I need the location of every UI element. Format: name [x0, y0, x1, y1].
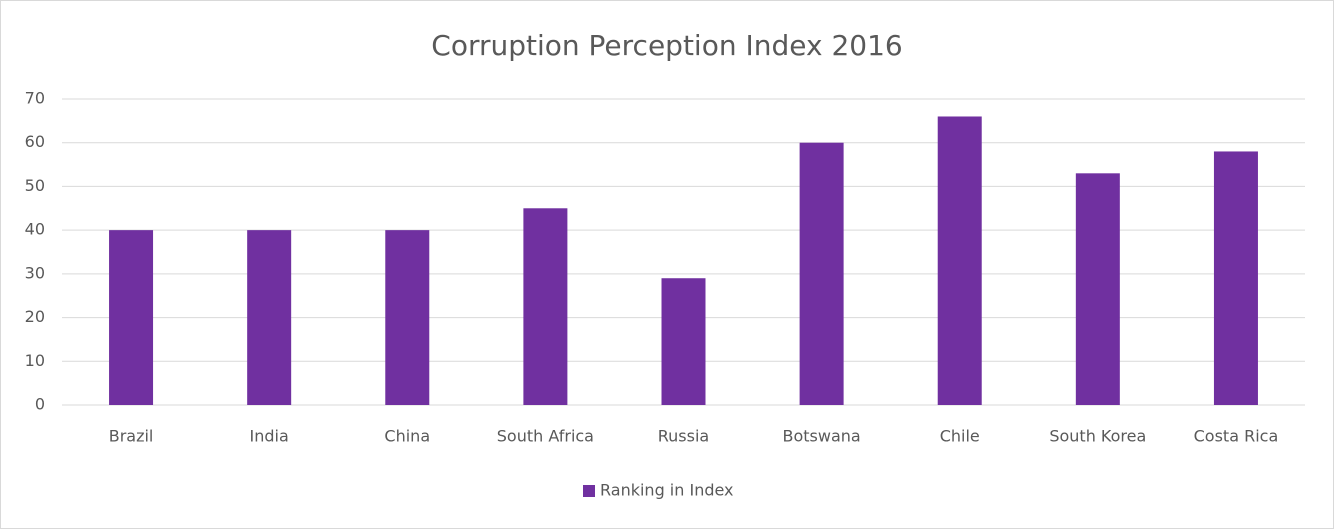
y-tick-label: 60	[25, 132, 45, 151]
bar	[661, 278, 706, 405]
y-tick-label: 0	[35, 395, 45, 414]
y-tick-label: 30	[25, 263, 45, 282]
y-tick-label: 50	[25, 176, 45, 195]
bar	[109, 230, 154, 405]
x-tick-label: China	[384, 427, 430, 446]
legend-label: Ranking in Index	[600, 481, 734, 500]
bar	[799, 142, 844, 405]
x-tick-label: Brazil	[109, 427, 154, 446]
bar	[385, 230, 430, 405]
y-tick-label: 20	[25, 307, 45, 326]
x-tick-label: Botswana	[783, 427, 861, 446]
bar	[1075, 173, 1120, 405]
y-tick-label: 70	[25, 89, 45, 108]
legend-swatch	[583, 485, 595, 497]
y-tick-label: 40	[25, 220, 45, 239]
x-tick-label: South Africa	[497, 427, 594, 446]
x-tick-label: Russia	[658, 427, 709, 446]
x-tick-label: India	[250, 427, 289, 446]
x-tick-label: Costa Rica	[1194, 427, 1279, 446]
x-tick-label: South Korea	[1049, 427, 1146, 446]
bar	[1213, 151, 1258, 405]
bar	[523, 208, 568, 405]
chart-title: Corruption Perception Index 2016	[431, 29, 902, 62]
bar	[247, 230, 292, 405]
y-tick-label: 10	[25, 351, 45, 370]
bar	[937, 116, 982, 405]
x-tick-label: Chile	[940, 427, 980, 446]
